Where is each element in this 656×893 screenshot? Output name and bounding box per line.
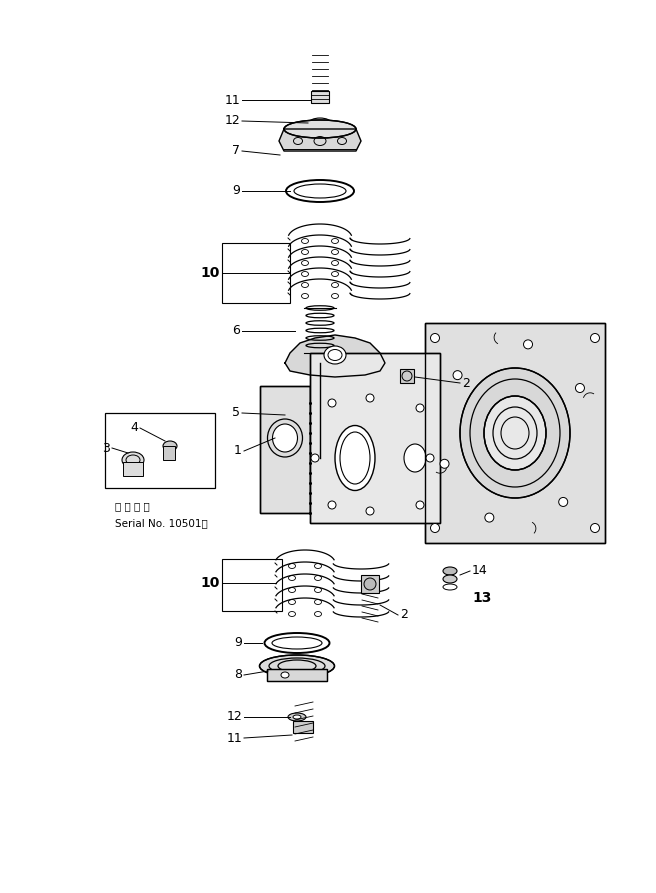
- Ellipse shape: [288, 713, 306, 721]
- Ellipse shape: [485, 513, 494, 522]
- Ellipse shape: [426, 454, 434, 462]
- Bar: [222, 243, 290, 303]
- Ellipse shape: [416, 404, 424, 412]
- Ellipse shape: [364, 578, 376, 590]
- Ellipse shape: [311, 454, 319, 462]
- Bar: [425, 323, 605, 543]
- Ellipse shape: [404, 444, 426, 472]
- Ellipse shape: [324, 346, 346, 364]
- Bar: [310, 353, 440, 523]
- Text: 6: 6: [232, 324, 240, 338]
- Ellipse shape: [281, 672, 289, 678]
- Bar: [260, 386, 310, 513]
- Bar: [361, 575, 379, 593]
- Ellipse shape: [443, 567, 457, 575]
- Text: Serial No. 10501～: Serial No. 10501～: [115, 518, 208, 528]
- Text: 9: 9: [234, 637, 242, 649]
- Ellipse shape: [328, 501, 336, 509]
- Ellipse shape: [328, 399, 336, 407]
- Text: 4: 4: [130, 421, 138, 435]
- Text: 10: 10: [201, 266, 220, 280]
- Ellipse shape: [559, 497, 567, 506]
- Ellipse shape: [272, 424, 298, 452]
- Text: 14: 14: [472, 564, 488, 578]
- Text: 11: 11: [224, 94, 240, 106]
- Polygon shape: [285, 335, 385, 377]
- Bar: [163, 446, 175, 460]
- Ellipse shape: [268, 419, 302, 457]
- Bar: [311, 91, 329, 103]
- Ellipse shape: [430, 333, 440, 343]
- Text: 適 用 号 機: 適 用 号 機: [115, 501, 150, 511]
- Ellipse shape: [523, 340, 533, 349]
- Ellipse shape: [416, 501, 424, 509]
- Text: 2: 2: [462, 377, 470, 389]
- Bar: [293, 721, 313, 733]
- Bar: [301, 393, 339, 458]
- Text: 10: 10: [201, 576, 220, 590]
- Ellipse shape: [484, 396, 546, 470]
- Bar: [310, 353, 440, 523]
- Ellipse shape: [284, 120, 356, 138]
- Ellipse shape: [430, 523, 440, 532]
- Ellipse shape: [590, 333, 600, 343]
- Text: 12: 12: [224, 114, 240, 128]
- Ellipse shape: [590, 523, 600, 532]
- Ellipse shape: [260, 655, 335, 677]
- Text: 11: 11: [226, 731, 242, 745]
- Ellipse shape: [575, 383, 584, 393]
- Bar: [123, 462, 143, 476]
- Text: 12: 12: [226, 711, 242, 723]
- Ellipse shape: [309, 118, 331, 128]
- Ellipse shape: [293, 715, 301, 719]
- Ellipse shape: [453, 371, 462, 380]
- Ellipse shape: [122, 452, 144, 468]
- Ellipse shape: [301, 386, 339, 400]
- Text: 7: 7: [232, 145, 240, 157]
- Text: 1: 1: [234, 445, 242, 457]
- Ellipse shape: [315, 121, 325, 126]
- Polygon shape: [279, 129, 361, 151]
- Ellipse shape: [440, 459, 449, 468]
- Bar: [400, 369, 414, 383]
- Bar: [267, 669, 327, 681]
- Bar: [105, 413, 215, 488]
- Ellipse shape: [443, 575, 457, 583]
- Ellipse shape: [460, 368, 570, 498]
- Bar: [425, 323, 605, 543]
- Text: 13: 13: [472, 591, 491, 605]
- Bar: [267, 669, 327, 681]
- Text: 8: 8: [234, 669, 242, 681]
- Bar: [222, 559, 282, 611]
- Ellipse shape: [366, 507, 374, 515]
- Ellipse shape: [366, 394, 374, 402]
- Text: 9: 9: [232, 185, 240, 197]
- Text: 5: 5: [232, 406, 240, 420]
- Ellipse shape: [163, 441, 177, 451]
- Text: 3: 3: [102, 441, 110, 455]
- Ellipse shape: [335, 425, 375, 490]
- Ellipse shape: [301, 452, 339, 464]
- Text: 2: 2: [400, 608, 408, 622]
- Bar: [260, 386, 310, 513]
